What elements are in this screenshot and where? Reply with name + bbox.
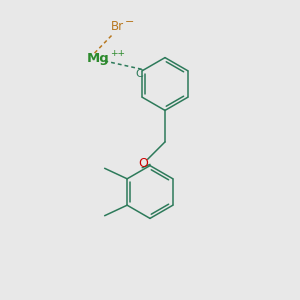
Text: O: O [139, 157, 148, 170]
Text: Br: Br [110, 20, 124, 34]
Text: −: − [125, 16, 134, 27]
Text: C: C [136, 69, 144, 80]
Text: ++: ++ [110, 49, 125, 58]
Text: Mg: Mg [87, 52, 110, 65]
